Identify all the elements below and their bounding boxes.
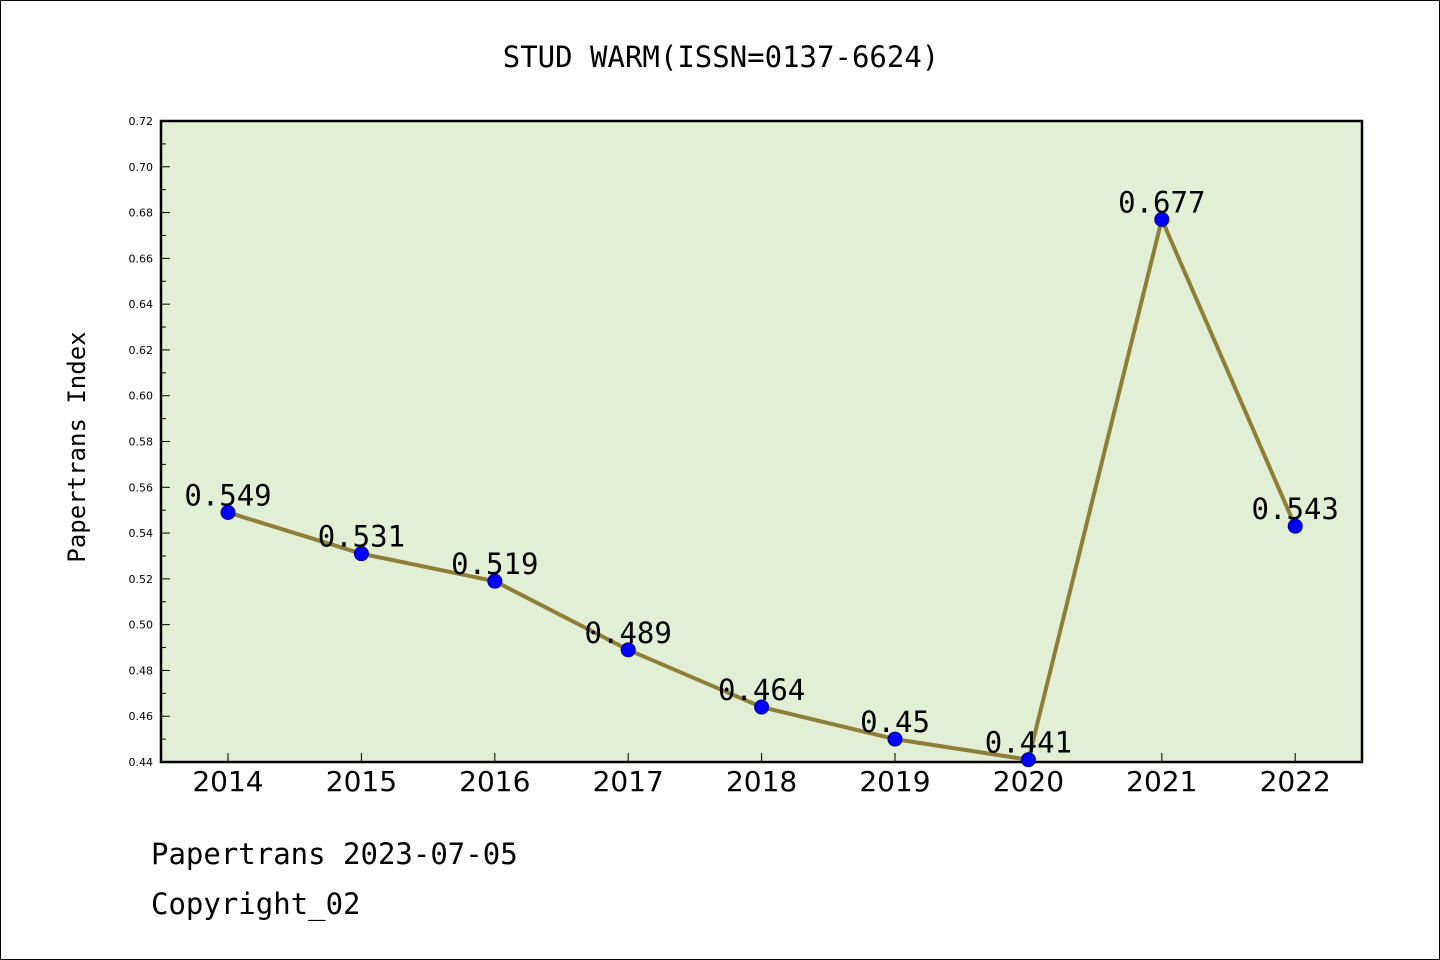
data-point <box>754 699 770 715</box>
y-tick-label: 0.50 <box>129 619 154 632</box>
y-tick-label: 0.64 <box>129 298 154 311</box>
data-label: 0.531 <box>318 520 405 554</box>
data-label: 0.519 <box>451 547 538 581</box>
data-label: 0.677 <box>1118 185 1205 219</box>
x-tick-label: 2014 <box>192 765 263 798</box>
x-tick-label: 2019 <box>859 765 930 798</box>
data-point <box>1020 752 1036 768</box>
footer-date: Papertrans 2023-07-05 <box>151 837 518 871</box>
y-tick-label: 0.46 <box>129 710 154 723</box>
footer-copyright: Copyright_02 <box>151 887 361 921</box>
y-tick-label: 0.72 <box>129 115 154 128</box>
x-tick-label: 2018 <box>726 765 797 798</box>
data-label: 0.441 <box>985 726 1072 760</box>
data-point <box>353 546 369 562</box>
y-tick-label: 0.60 <box>129 390 154 403</box>
data-labels-group: 0.549 0.531 0.519 0.489 0.464 0.45 0.441 0.677 0… <box>184 185 1339 759</box>
y-tick-label: 0.56 <box>129 481 154 494</box>
x-tick-label: 2015 <box>326 765 397 798</box>
x-tick-label: 2017 <box>593 765 664 798</box>
y-tick-label: 0.68 <box>129 207 154 220</box>
y-tick-label: 0.58 <box>129 436 154 449</box>
data-point <box>487 573 503 589</box>
series-group <box>220 211 1303 768</box>
chart-title: STUD WARM(ISSN=0137-6624) <box>503 40 940 74</box>
plot-area <box>159 119 1364 764</box>
data-point <box>620 642 636 658</box>
y-tick-label: 0.52 <box>129 573 154 586</box>
y-tick-label: 0.66 <box>129 252 154 265</box>
x-tick-label: 2020 <box>993 765 1064 798</box>
x-tick-label: 2016 <box>459 765 530 798</box>
y-tick-label: 0.70 <box>129 161 154 174</box>
data-label: 0.489 <box>585 616 672 650</box>
y-tick-label: 0.54 <box>129 527 154 540</box>
data-point <box>1287 518 1303 534</box>
x-tick-label: 2021 <box>1126 765 1197 798</box>
x-tick-label: 2022 <box>1260 765 1331 798</box>
data-point <box>1154 211 1170 227</box>
y-tick-label: 0.62 <box>129 344 154 357</box>
y-tick-label: 0.48 <box>129 664 154 677</box>
y-axis-label: Papertrans Index <box>63 331 91 562</box>
data-label: 0.543 <box>1252 492 1339 526</box>
data-point <box>220 504 236 520</box>
data-label: 0.464 <box>718 673 805 707</box>
x-axis: 2014 2015 2016 2017 2018 2019 2020 2021 2022 <box>192 753 1331 798</box>
data-label: 0.45 <box>860 705 930 739</box>
data-label: 0.549 <box>184 478 271 512</box>
y-tick-label: 0.44 <box>129 756 154 769</box>
data-point <box>887 731 903 747</box>
y-axis: 0.44 0.46 0.48 0.50 0.52 0.54 0.56 0.58 0.60 0.62… <box>129 115 170 769</box>
